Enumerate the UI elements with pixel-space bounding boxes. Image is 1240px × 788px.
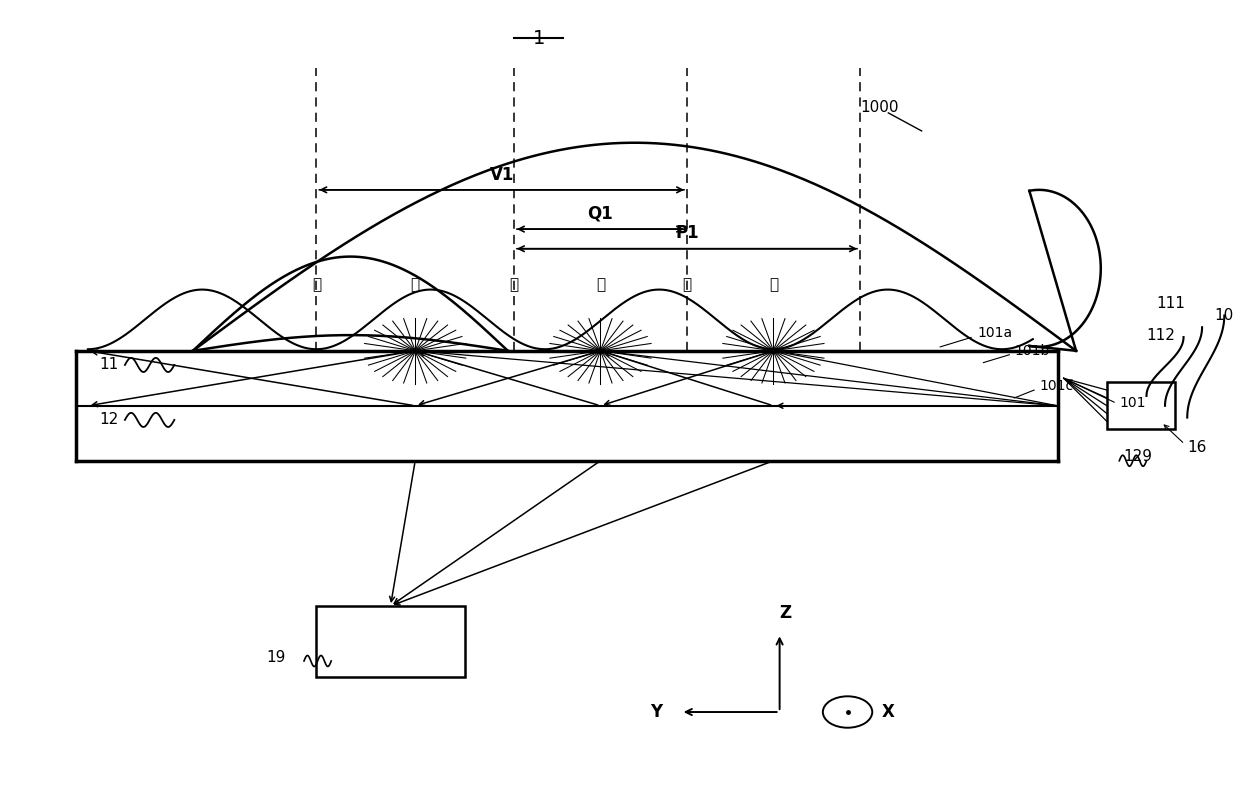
Text: 101c: 101c — [1039, 379, 1073, 393]
Text: 129: 129 — [1123, 449, 1152, 464]
Bar — [316, 606, 465, 677]
Text: Z: Z — [780, 604, 792, 622]
Text: 19: 19 — [267, 649, 285, 664]
Text: 11: 11 — [99, 358, 119, 373]
Text: P1: P1 — [675, 225, 699, 243]
Text: Q1: Q1 — [588, 205, 614, 223]
Text: 1: 1 — [532, 29, 544, 48]
Text: V1: V1 — [490, 165, 513, 184]
Text: 101b: 101b — [1014, 344, 1050, 358]
Text: 101: 101 — [1120, 396, 1146, 411]
Text: 12: 12 — [99, 412, 119, 427]
Text: 谷: 谷 — [682, 277, 692, 292]
Text: X: X — [882, 703, 895, 721]
Text: 111: 111 — [1157, 296, 1185, 311]
Text: Y: Y — [650, 703, 662, 721]
Text: 112: 112 — [1146, 328, 1174, 343]
Text: 谷: 谷 — [311, 277, 321, 292]
Text: 谷: 谷 — [510, 277, 518, 292]
Text: 16: 16 — [1187, 440, 1207, 455]
Text: 10: 10 — [1214, 308, 1234, 323]
Text: 1000: 1000 — [859, 100, 899, 115]
Text: 脊: 脊 — [769, 277, 777, 292]
Text: 脊: 脊 — [596, 277, 605, 292]
Text: 101a: 101a — [977, 325, 1012, 340]
Text: 脊: 脊 — [410, 277, 420, 292]
Bar — [1107, 382, 1174, 429]
